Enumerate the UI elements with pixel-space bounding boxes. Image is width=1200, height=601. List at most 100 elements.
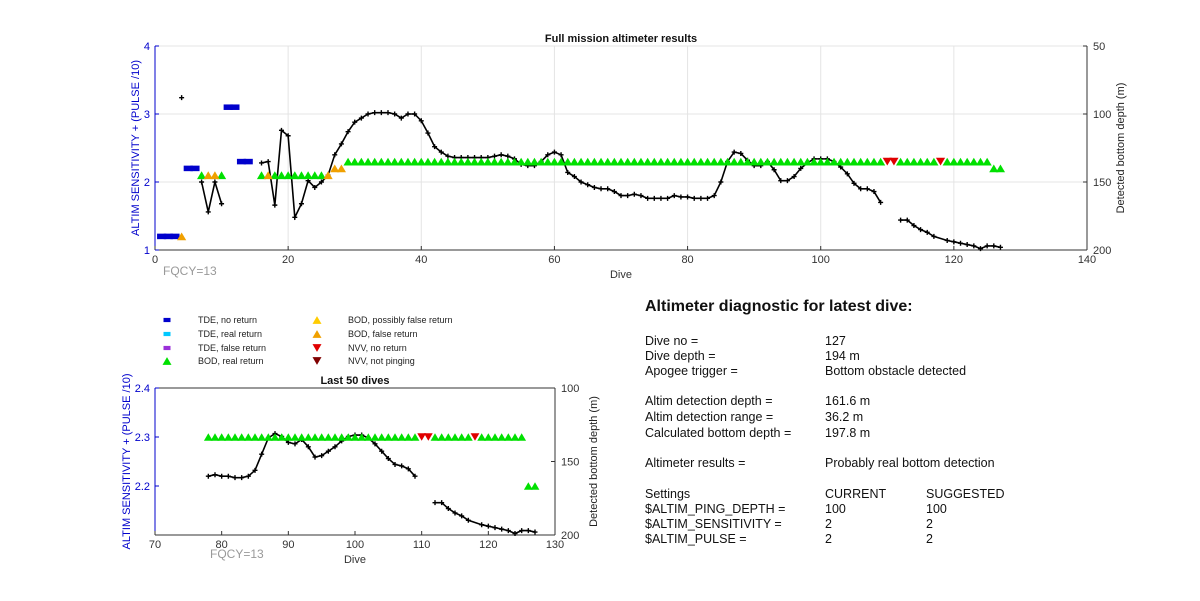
depth-point: [984, 243, 990, 249]
depth-point: [665, 195, 671, 201]
marker-bod-real-return: [756, 157, 766, 166]
marker-bod-real-return: [623, 157, 633, 166]
marker-bod-real-return: [869, 157, 879, 166]
depth-point: [405, 466, 411, 472]
marker-bod-real-return: [283, 171, 293, 180]
depth-point: [525, 528, 531, 534]
marker-bod-real-return: [603, 157, 613, 166]
depth-point: [385, 110, 391, 116]
marker-tde-no-return: [223, 104, 233, 110]
marker-bod-real-return: [356, 157, 366, 166]
marker-bod-real-return: [457, 433, 467, 441]
marker-bod-real-return: [310, 433, 320, 441]
depth-point: [918, 227, 924, 233]
depth-point: [944, 237, 950, 243]
depth-point: [864, 186, 870, 192]
y2-tick-label: 150: [1093, 177, 1111, 189]
depth-point: [199, 179, 205, 185]
legend-label: TDE, real return: [198, 329, 263, 339]
depth-point: [365, 111, 371, 117]
marker-bod-real-return: [849, 157, 859, 166]
marker-bod-real-return: [536, 157, 546, 166]
legend-label: BOD, real return: [198, 356, 264, 366]
legend-marker-shape: [312, 316, 322, 324]
x-tick-label: 80: [681, 254, 693, 266]
depth-point: [698, 195, 704, 201]
marker-bod-false-return: [203, 171, 213, 180]
marker-bod-real-return: [296, 171, 307, 180]
depth-point: [858, 186, 864, 192]
plot-area: [155, 388, 555, 535]
settings-header: Settings: [645, 487, 691, 501]
setting-current: 2: [825, 517, 832, 531]
depth-point: [778, 178, 784, 184]
marker-bod-real-return: [343, 433, 353, 441]
marker-bod-real-return: [789, 157, 799, 166]
depth-point: [771, 167, 777, 173]
depth-point: [239, 475, 245, 481]
depth-point: [951, 239, 957, 245]
marker-bod-real-return: [609, 157, 619, 166]
depth-point: [245, 473, 251, 479]
marker-bod-real-return: [736, 157, 746, 166]
y2-tick-label: 150: [561, 457, 579, 469]
marker-bod-real-return: [629, 157, 639, 166]
x-tick-label: 90: [282, 539, 294, 551]
depth-point: [319, 453, 325, 459]
marker-bod-real-return: [543, 157, 553, 166]
marker-bod-real-return: [676, 157, 686, 166]
marker-bod-real-return: [383, 433, 393, 441]
marker-bod-real-return: [197, 171, 207, 180]
depth-point: [505, 528, 511, 534]
marker-bod-real-return: [290, 171, 300, 180]
marker-tde-no-return: [170, 233, 180, 240]
marker-bod-real-return: [489, 157, 500, 166]
marker-bod-real-return: [303, 433, 313, 441]
legend-marker-icon: [162, 357, 172, 365]
marker-bod-real-return: [476, 157, 486, 166]
marker-bod-real-return: [915, 157, 926, 166]
marker-bod-real-return: [995, 164, 1006, 173]
marker-bod-real-return: [283, 433, 293, 441]
marker-bod-real-return: [410, 433, 420, 441]
marker-bod-real-return: [702, 157, 713, 166]
depth-point: [219, 201, 225, 207]
setting-suggested: 2: [926, 532, 933, 546]
depth-point: [731, 149, 737, 155]
depth-point: [338, 141, 344, 147]
marker-bod-real-return: [450, 433, 460, 441]
depth-point: [571, 174, 577, 180]
marker-bod-real-return: [477, 433, 487, 441]
marker-tde-no-return: [183, 165, 193, 172]
marker-bod-real-return: [836, 157, 846, 166]
depth-point: [252, 467, 258, 473]
marker-bod-real-return: [257, 433, 267, 441]
y-axis-label: ALTIM SENSITIVITY + (PULSE /10): [130, 60, 142, 236]
depth-point: [358, 115, 364, 121]
depth-point: [345, 129, 351, 135]
depth-point: [312, 454, 318, 460]
marker-bod-real-return: [370, 157, 380, 166]
marker-bod-real-return: [456, 157, 466, 166]
legend-marker-shape: [312, 344, 322, 352]
marker-nvv-no-return: [882, 157, 892, 166]
depth-point: [878, 199, 884, 205]
marker-bod-real-return: [596, 157, 606, 166]
marker-bod-real-return: [583, 157, 593, 166]
marker-bod-real-return: [802, 157, 812, 166]
x-tick-label: 140: [1078, 254, 1096, 266]
marker-bod-real-return: [517, 433, 527, 441]
marker-bod-real-return: [569, 157, 579, 166]
marker-bod-real-return: [317, 433, 327, 441]
marker-bod-real-return: [330, 433, 340, 441]
depth-point: [278, 127, 284, 133]
depth-point: [558, 152, 564, 158]
depth-point: [578, 179, 584, 185]
depth-point: [532, 529, 538, 535]
diagnostic-row-detection-depth: Altim detection depth = 161.6 m: [645, 394, 1065, 409]
marker-bod-real-return: [370, 433, 380, 441]
x-tick-label: 100: [346, 539, 364, 551]
marker-bod-real-return: [776, 157, 786, 166]
marker-bod-real-return: [323, 433, 333, 441]
marker-bod-real-return: [523, 157, 533, 166]
